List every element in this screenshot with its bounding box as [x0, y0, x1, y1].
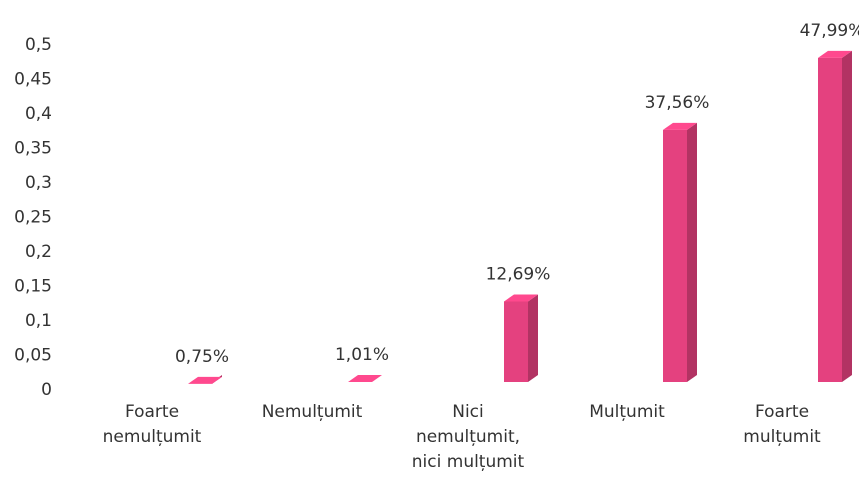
- value-label: 37,56%: [645, 93, 710, 113]
- bar: [188, 375, 222, 384]
- bar-top: [663, 122, 697, 130]
- y-tick-label: 0,15: [14, 277, 52, 297]
- y-tick-label: 0,45: [14, 70, 52, 90]
- x-tick-label: Foarte nemulțumit: [102, 402, 202, 447]
- bar: [504, 294, 538, 382]
- bar-front: [818, 57, 842, 383]
- bar-side: [687, 122, 697, 382]
- bar-top: [348, 375, 382, 383]
- y-tick-label: 0,05: [14, 346, 52, 366]
- y-tick-label: 0,35: [14, 139, 52, 159]
- value-label: 47,99%: [800, 21, 859, 41]
- value-label: 0,75%: [175, 347, 229, 367]
- y-tick-label: 0,25: [14, 208, 52, 228]
- bar-side: [528, 294, 538, 382]
- bar-front: [663, 129, 687, 382]
- y-tick-label: 0,3: [25, 173, 52, 193]
- bar-front: [504, 301, 528, 382]
- bar-top: [188, 376, 222, 384]
- value-label: 1,01%: [335, 345, 389, 365]
- x-tick-label: Mulțumit: [589, 402, 665, 422]
- bar-top: [504, 294, 538, 302]
- y-tick-label: 0,1: [25, 311, 52, 331]
- value-label: 12,69%: [486, 264, 551, 284]
- bar-side: [842, 50, 852, 383]
- x-tick-label: Nemulțumit: [261, 402, 363, 422]
- y-tick-label: 0,5: [25, 35, 52, 55]
- y-tick-label: 0,2: [25, 242, 52, 262]
- bar-top: [818, 50, 852, 58]
- bar: [663, 122, 697, 382]
- x-tick-label: Nici nemulțumit, nici mulțumit: [411, 402, 525, 472]
- bar: [818, 50, 852, 383]
- y-tick-label: 0: [41, 380, 52, 400]
- x-tick-label: Foarte mulțumit: [743, 402, 821, 447]
- y-tick-label: 0,4: [25, 104, 52, 124]
- bar: [348, 375, 382, 383]
